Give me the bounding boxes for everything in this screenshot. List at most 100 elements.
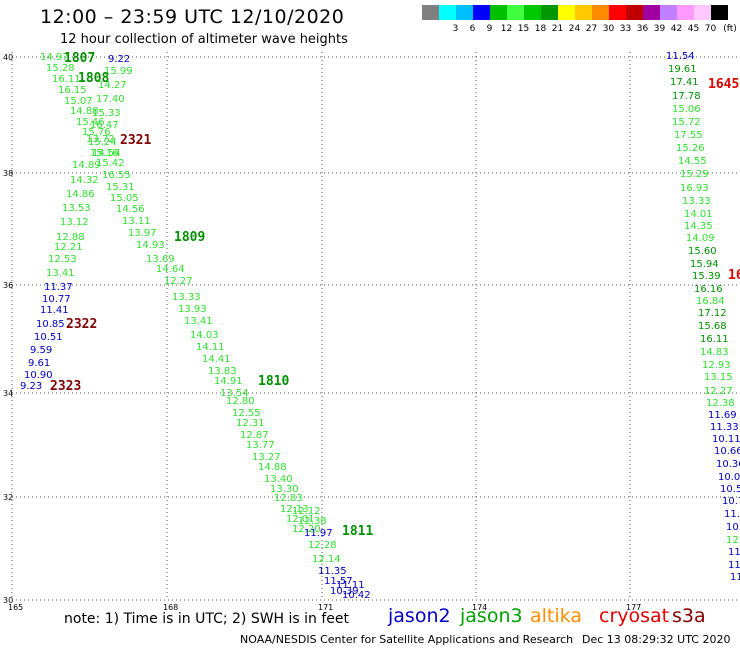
wave-height-value: 11. [0, 0, 16, 3]
scale-swatch [575, 5, 592, 20]
pass-time-labels: 1807 1808 2321 1809 2322 2323 1810 1811 1645 16 [50, 51, 740, 539]
wave-height-value: 16.47 [90, 120, 119, 131]
wave-height-value: 11.37 [44, 282, 73, 293]
wave-height-value: 14.01 [684, 209, 713, 220]
wave-height-value: 16.11 [700, 334, 729, 345]
latitude-tick-label: 34 [3, 389, 13, 398]
wave-height-value: 12.27 [164, 276, 193, 287]
wave-height-value: 13.97 [128, 228, 157, 239]
map-grid [11, 52, 740, 601]
legend-jason3: jason3 [460, 605, 523, 627]
wave-height-value: 13.40 [264, 474, 293, 485]
scale-swatch [439, 5, 456, 20]
wave-height-value: 15.29 [680, 169, 709, 180]
wave-height-value: 10.6 [726, 522, 740, 533]
wave-height-value: 17.55 [674, 130, 703, 141]
scale-swatch [490, 5, 507, 20]
wave-height-value: 15.46 [76, 117, 105, 128]
wave-height-value: 10.77 [42, 294, 71, 305]
scale-swatch [609, 5, 626, 20]
page-title: 12:00 – 23:59 UTC 12/10/2020 [40, 6, 345, 28]
scale-label: 45 [687, 24, 700, 34]
latitude-tick-label: 40 [3, 53, 13, 62]
scale-swatch [626, 5, 643, 20]
wave-height-value: 15.68 [698, 321, 727, 332]
wave-height-value: 12.13 [280, 504, 309, 515]
scale-label: 15 [517, 24, 530, 34]
wave-height-value: 12.27 [704, 386, 733, 397]
scale-swatch [524, 5, 541, 20]
scale-swatch [592, 5, 609, 20]
pass-time-label: 1811 [342, 524, 373, 539]
wave-height-value: 14.56 [116, 204, 145, 215]
scale-label: 24 [568, 24, 581, 34]
wave-height-value: 15.31 [106, 182, 135, 193]
wave-height-value: 15.26 [676, 143, 705, 154]
wave-height-value: 14.93 [136, 240, 165, 251]
wave-height-value: 16.84 [696, 296, 725, 307]
wave-height-value: 10.42 [342, 590, 371, 601]
wave-height-value: 13.33 [172, 292, 201, 303]
wave-height-value: 15.07 [64, 96, 93, 107]
wave-height-value: 13.12 [60, 217, 89, 228]
wave-height-value: 13.93 [178, 304, 207, 315]
wave-height-value: 11. [730, 572, 740, 583]
wave-height-value: 15.06 [672, 104, 701, 115]
scale-swatch [422, 5, 439, 20]
wave-height-value: 15.24 [88, 137, 117, 148]
wave-height-value: 13.11 [122, 216, 151, 227]
wave-height-value: 13.41 [46, 268, 75, 279]
pass-time-label: 1645 [708, 77, 739, 92]
scale-swatch [473, 5, 490, 20]
scale-swatch [558, 5, 575, 20]
scale-swatch [694, 5, 711, 20]
wave-height-value: 10.11 [712, 434, 740, 445]
pass-time-label: 2322 [66, 317, 97, 332]
scale-label: 21 [551, 24, 564, 34]
wave-height-value: 10.51 [720, 484, 740, 495]
wave-height-value: 15.99 [104, 66, 133, 77]
wave-height-value: 13.41 [184, 316, 213, 327]
wave-height-value: 15.39 [692, 271, 721, 282]
wave-height-value: 10.72 [722, 496, 740, 507]
wave-height-value: 12.93 [702, 360, 731, 371]
wave-height-value: 9.59 [30, 345, 52, 356]
wave-height-value: 16.16 [694, 284, 723, 295]
scale-swatch [507, 5, 524, 20]
page-subtitle: 12 hour collection of altimeter wave hei… [60, 32, 348, 47]
scale-swatch [541, 5, 558, 20]
wave-height-value: 15.60 [688, 246, 717, 257]
longitude-tick-label: 177 [626, 603, 641, 612]
scale-swatch [677, 5, 694, 20]
wave-height-value: 14.64 [156, 264, 185, 275]
scale-unit: (ft) [723, 24, 737, 34]
wave-height-value: 13.15 [704, 372, 733, 383]
wave-height-value: 12.1 [726, 535, 740, 546]
wave-height-value: 13.53 [62, 203, 91, 214]
wave-height-value: 15.16 [90, 148, 119, 159]
longitude-tick-label: 168 [163, 603, 178, 612]
legend-jason2: jason2 [388, 605, 451, 627]
longitude-tick-label: 174 [472, 603, 487, 612]
wave-height-value: 15.76 [82, 127, 111, 138]
units-note: note: 1) Time is in UTC; 2) SWH is in fe… [64, 611, 350, 627]
wave-height-value: 12.55 [232, 408, 261, 419]
longitude-tick-label: 165 [8, 603, 23, 612]
wave-height-value: 12.28 [308, 540, 337, 551]
pass-time-label: 1810 [258, 374, 289, 389]
wave-height-value: 17.40 [96, 94, 125, 105]
pass-time-label: 16 [728, 268, 740, 283]
legend-s3a: s3a [672, 605, 706, 627]
pass-time-label: 2323 [50, 379, 81, 394]
wave-height-value: 14.83 [700, 347, 729, 358]
wave-height-value: 11.41 [40, 305, 69, 316]
wave-height-value: 11.6 [728, 547, 740, 558]
scale-label: 33 [619, 24, 632, 34]
wave-height-value: 10.39 [330, 586, 359, 597]
wave-height-value: 9.61 [28, 358, 50, 369]
wave-height-value: 14.32 [70, 175, 99, 186]
latitude-tick-label: 36 [3, 281, 13, 290]
footer-timestamp: Dec 13 08:29:32 UTC 2020 [582, 633, 731, 646]
scale-label: 6 [469, 24, 476, 34]
wave-height-value: 17.41 [670, 77, 699, 88]
